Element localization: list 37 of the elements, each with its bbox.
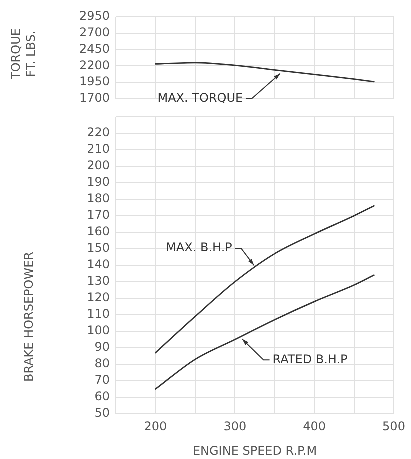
y-tick-label: 130 bbox=[87, 274, 110, 288]
y-tick-label: 70 bbox=[94, 373, 110, 388]
y-axis-title: TORQUE FT. LBS. bbox=[9, 28, 38, 80]
y-tick-label: 150 bbox=[87, 241, 110, 256]
y-tick-label: 170 bbox=[87, 208, 110, 222]
y-tick-label: 160 bbox=[87, 224, 110, 239]
y-tick-label: 210 bbox=[87, 142, 110, 156]
line-series bbox=[155, 205, 375, 354]
y-tick-label: 100 bbox=[87, 324, 110, 338]
y-tick-label: 2950 bbox=[79, 9, 110, 24]
y-tick-label: 1700 bbox=[79, 91, 110, 106]
x-tick-label: 400 bbox=[303, 419, 326, 434]
y-tick-label: 90 bbox=[94, 340, 110, 354]
y-tick-label: 120 bbox=[87, 290, 110, 305]
y-tick-label: 1950 bbox=[79, 74, 110, 89]
y-tick-label: 2450 bbox=[79, 42, 110, 56]
y-tick-label: 2200 bbox=[79, 58, 110, 72]
y-tick-label: 50 bbox=[94, 406, 110, 420]
y-tick-label: 190 bbox=[87, 175, 110, 190]
x-axis-title: ENGINE SPEED R.P.M bbox=[192, 444, 318, 458]
line-series bbox=[155, 274, 375, 390]
line-series bbox=[155, 62, 375, 83]
y-tick-label: 180 bbox=[87, 192, 110, 206]
y-tick-label: 2700 bbox=[79, 26, 110, 40]
series-label: MAX. B.H.P bbox=[166, 240, 232, 255]
y-tick-label: 110 bbox=[87, 307, 110, 322]
x-tick-label: 500 bbox=[382, 419, 406, 434]
text: MAX. TORQUE bbox=[158, 90, 244, 105]
text: RATED B.H.P bbox=[272, 352, 348, 366]
y-axis-title: BRAKE HORSEPOWER bbox=[22, 252, 36, 382]
y-tick-label: 140 bbox=[87, 258, 110, 272]
x-tick-label: 200 bbox=[144, 419, 168, 434]
y-tick-label: 220 bbox=[87, 126, 110, 140]
y-tick-label: 60 bbox=[94, 390, 110, 404]
y-tick-label: 200 bbox=[87, 158, 110, 173]
y-tick-label: 80 bbox=[94, 356, 110, 371]
x-tick-label: 300 bbox=[224, 419, 247, 434]
